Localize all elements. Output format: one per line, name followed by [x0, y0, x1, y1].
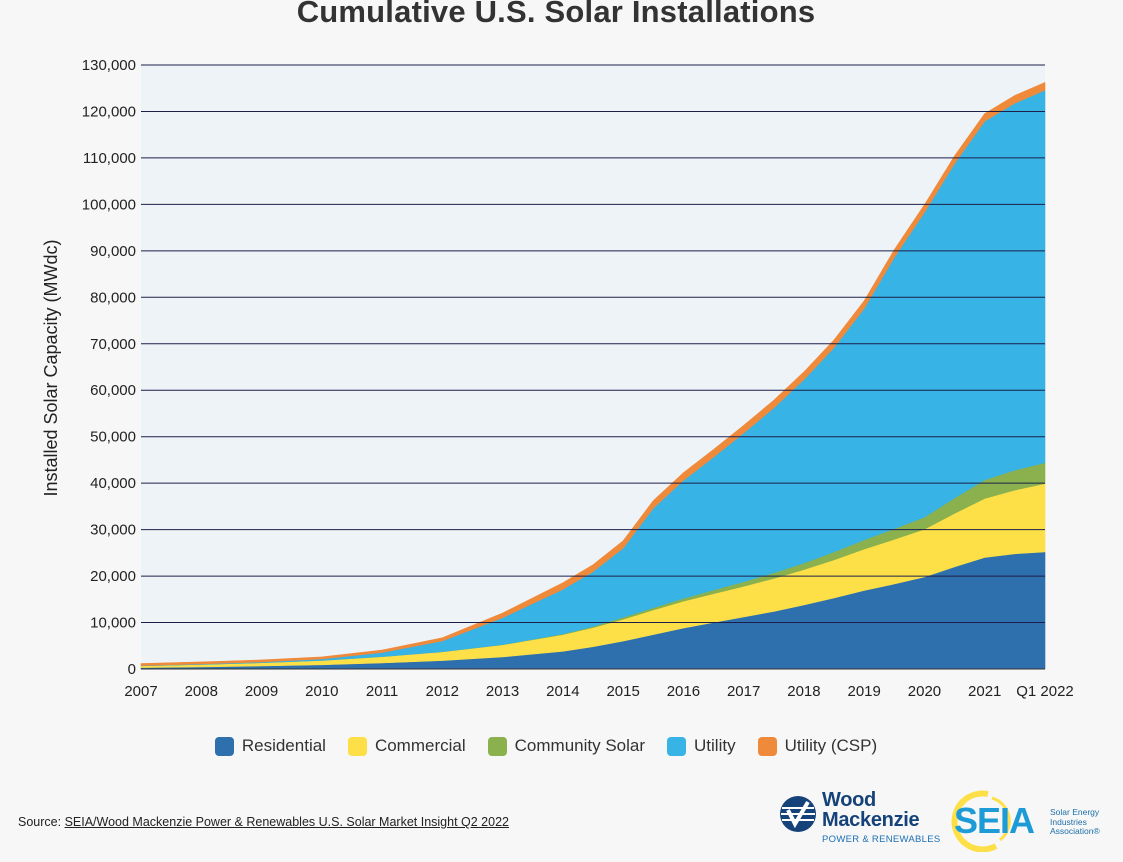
woodmac-subtitle: POWER & RENEWABLES	[822, 834, 941, 845]
y-tick-label: 130,000	[82, 57, 136, 74]
legend-swatch	[487, 736, 507, 756]
x-tick-label: 2016	[667, 683, 700, 700]
area-utility-csp	[140, 82, 1046, 666]
legend-label: Community Solar	[514, 736, 646, 755]
x-tick-label: 2015	[606, 683, 639, 700]
legend-swatch	[667, 736, 687, 756]
y-tick-label: 30,000	[90, 522, 136, 539]
y-tick-label: 10,000	[90, 615, 136, 632]
y-tick-labels: 0 10,000 20,000 30,000 40,000 50,000 60,000 70,…	[82, 57, 136, 678]
legend-label: Utility (CSP)	[784, 736, 878, 755]
seia-sub-line1: Solar Energy	[1050, 807, 1100, 817]
seia-sub-line2: Industries	[1050, 816, 1087, 827]
y-tick-label: 20,000	[90, 568, 136, 585]
legend-swatch	[347, 736, 367, 756]
seia-wordmark: SEIA	[954, 800, 1035, 841]
y-tick-label: 120,000	[82, 103, 136, 120]
legend-label: Residential	[241, 736, 326, 755]
wood-mackenzie-logo: Wood Mackenzie POWER & RENEWABLES	[778, 789, 940, 852]
x-tick-label: 2008	[185, 683, 218, 700]
legend-item: Commercial	[347, 736, 466, 756]
legend-item: Utility (CSP)	[757, 736, 878, 756]
x-tick-label: 2019	[848, 683, 881, 700]
seia-logo: SEIA Solar Energy Industries Association…	[940, 790, 1110, 852]
x-tick-label: 2021	[968, 683, 1001, 700]
x-tick-label: 2017	[727, 683, 760, 700]
legend: Residential Commercial Community Solar Util…	[0, 736, 1092, 756]
x-tick-label: 2014	[546, 683, 579, 700]
legend-swatch	[757, 736, 777, 756]
legend-item: Utility	[667, 736, 736, 756]
y-tick-label: 40,000	[90, 475, 136, 492]
x-tick-label: 2013	[486, 683, 519, 700]
seia-subtitle: Solar Energy Industries Association®	[1050, 807, 1100, 837]
y-tick-label: 100,000	[82, 196, 136, 213]
x-tick-label: 2010	[305, 683, 338, 700]
y-tick-label: 80,000	[90, 289, 136, 306]
source-prefix: Source:	[18, 815, 65, 829]
chart-plot: 0 10,000 20,000 30,000 40,000 50,000 60,000 70,…	[41, 57, 1074, 700]
x-tick-label: 2018	[787, 683, 820, 700]
source-note: Source: SEIA/Wood Mackenzie Power & Rene…	[18, 815, 509, 829]
legend-swatch	[214, 736, 234, 756]
y-tick-label: 70,000	[90, 336, 136, 353]
woodmac-line2: Mackenzie	[822, 809, 920, 831]
source-link[interactable]: SEIA/Wood Mackenzie Power & Renewables U…	[64, 815, 509, 829]
x-tick-label: 2012	[426, 683, 459, 700]
gridlines	[141, 64, 1045, 670]
x-tick-label: 2009	[245, 683, 278, 700]
legend-item: Residential	[214, 736, 326, 756]
seia-sub-line3: Association®	[1050, 826, 1100, 836]
x-tick-label: 2011	[366, 683, 398, 700]
x-tick-labels: 2007 2008 2009 2010 2011 2012 2013 2014 2015 2016…	[124, 683, 1073, 700]
chart-title: Cumulative U.S. Solar Installations	[296, 0, 816, 29]
legend-label: Commercial	[374, 736, 466, 755]
y-tick-label: 110,000	[83, 150, 136, 167]
y-tick-label: 60,000	[90, 382, 136, 399]
x-tick-label: 2020	[908, 683, 941, 700]
x-tick-label: Q1 2022	[1016, 683, 1074, 700]
y-tick-label: 0	[128, 661, 136, 678]
legend-item: Community Solar	[487, 736, 646, 756]
x-tick-label: 2007	[124, 683, 157, 700]
y-tick-label: 90,000	[90, 243, 136, 260]
legend-label: Utility	[694, 736, 736, 755]
wood-mackenzie-mark-icon	[780, 796, 816, 832]
sun-ring-icon	[951, 790, 1011, 852]
woodmac-line1: Wood	[822, 789, 876, 811]
y-tick-label: 50,000	[90, 429, 136, 446]
y-axis-title: Installed Solar Capacity (MWdc)	[41, 239, 61, 496]
